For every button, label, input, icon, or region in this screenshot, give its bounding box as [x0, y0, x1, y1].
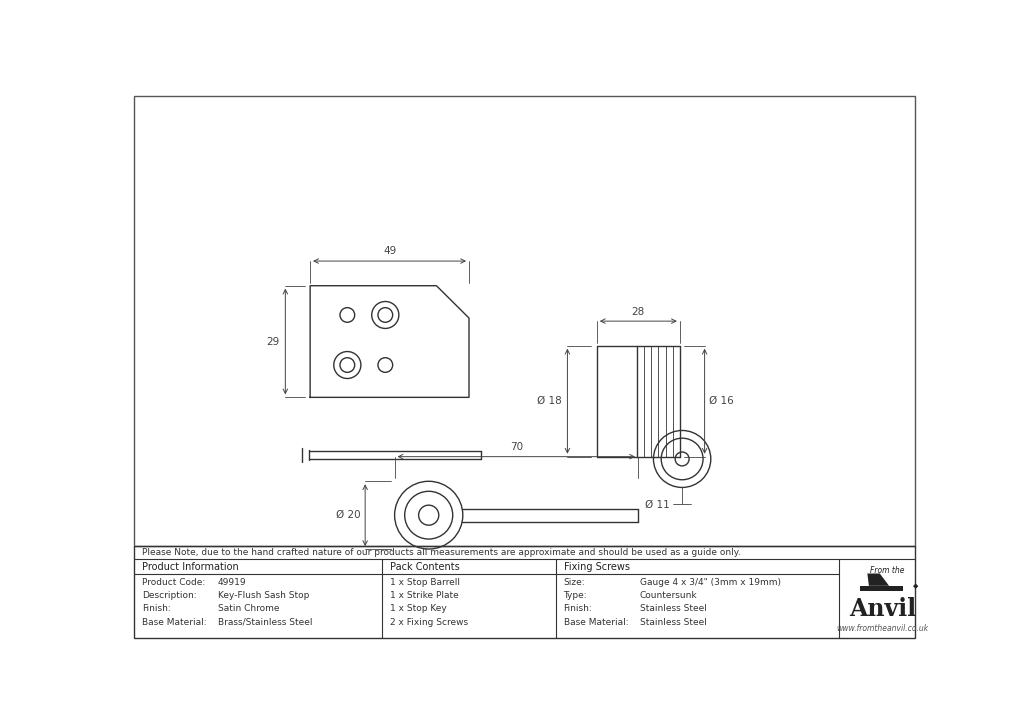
Text: Base Material:: Base Material:	[563, 618, 628, 626]
Text: 49: 49	[383, 247, 396, 257]
Text: Satin Chrome: Satin Chrome	[218, 605, 280, 613]
Text: ◆: ◆	[912, 583, 919, 589]
Text: Finish:: Finish:	[563, 605, 592, 613]
Text: Size:: Size:	[563, 578, 585, 587]
Bar	[134, 546, 915, 638]
Text: 1 x Stop Barrell: 1 x Stop Barrell	[390, 578, 460, 587]
Text: Ø 11: Ø 11	[645, 500, 670, 509]
Text: 1 x Stop Key: 1 x Stop Key	[390, 605, 446, 613]
Text: Product Information: Product Information	[142, 562, 239, 572]
Text: Fixing Screws: Fixing Screws	[563, 562, 630, 572]
Text: Finish:: Finish:	[142, 605, 171, 613]
Text: 1 x Strike Plate: 1 x Strike Plate	[390, 592, 459, 600]
Text: Product Code:: Product Code:	[142, 578, 205, 587]
Text: 49919: 49919	[218, 578, 247, 587]
Text: Ø 20: Ø 20	[336, 510, 360, 520]
Text: Ø 18: Ø 18	[538, 396, 562, 406]
Text: Description:: Description:	[142, 592, 197, 600]
Text: Type:: Type:	[563, 592, 587, 600]
Text: Key-Flush Sash Stop: Key-Flush Sash Stop	[218, 592, 309, 600]
Polygon shape	[859, 586, 903, 591]
Bar	[134, 96, 915, 546]
Text: Pack Contents: Pack Contents	[390, 562, 460, 572]
Text: Base Material:: Base Material:	[142, 618, 207, 626]
Text: From the: From the	[870, 566, 905, 575]
Text: Countersunk: Countersunk	[640, 592, 697, 600]
Text: Brass/Stainless Steel: Brass/Stainless Steel	[218, 618, 312, 626]
Text: www.fromtheanvil.co.uk: www.fromtheanvil.co.uk	[837, 624, 929, 633]
Text: 70: 70	[510, 442, 523, 452]
Text: Stainless Steel: Stainless Steel	[640, 618, 707, 626]
Text: Gauge 4 x 3/4" (3mm x 19mm): Gauge 4 x 3/4" (3mm x 19mm)	[640, 578, 780, 587]
Text: Ø 16: Ø 16	[710, 396, 734, 406]
Polygon shape	[867, 574, 889, 586]
Text: 29: 29	[266, 336, 280, 347]
Text: Anvil: Anvil	[849, 597, 916, 620]
Text: 2 x Fixing Screws: 2 x Fixing Screws	[390, 618, 468, 626]
Text: Please Note, due to the hand crafted nature of our products all measurements are: Please Note, due to the hand crafted nat…	[142, 547, 740, 557]
Text: 28: 28	[632, 306, 645, 316]
Text: Stainless Steel: Stainless Steel	[640, 605, 707, 613]
